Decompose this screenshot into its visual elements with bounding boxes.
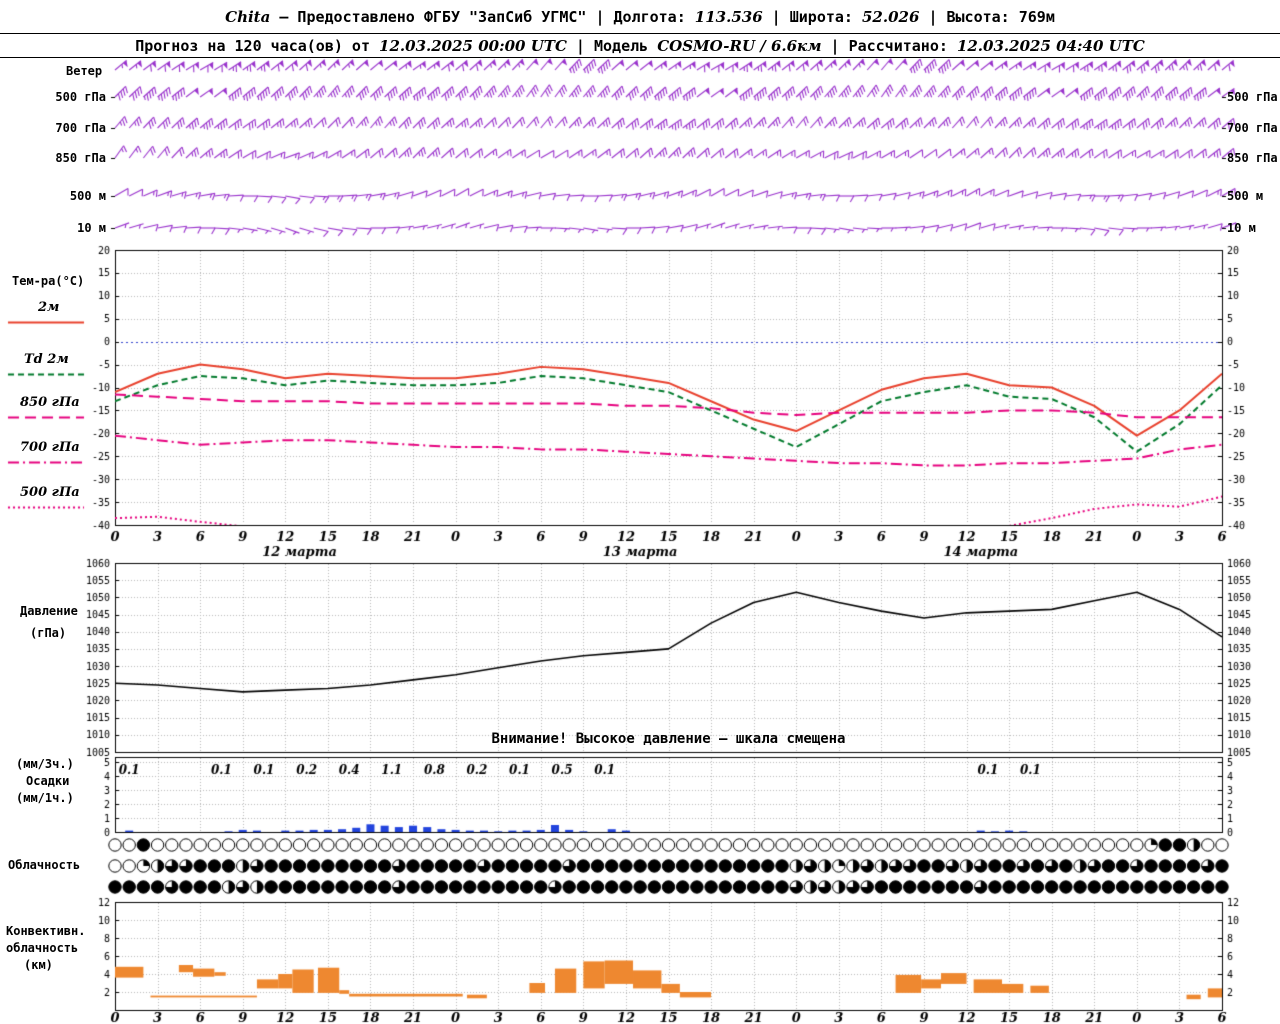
pressure-panel-title: Давление [20, 604, 78, 618]
legend-500hpa-label: 500 гПа [20, 485, 80, 500]
wind-level-500m-right: 500 м [1227, 189, 1264, 203]
legend-td2m-label: Td 2м [24, 352, 69, 367]
forecast-label: Прогноз на 120 часа(ов) от [135, 37, 370, 55]
legend-850hpa-label: 850 гПа [20, 395, 80, 410]
forecast-start-value: 12.03.2025 00:00 UTC [379, 37, 567, 55]
wind-level-500hpa-right: 500 гПа [1227, 90, 1278, 104]
model-label: Модель [593, 37, 649, 55]
precip-1h-unit-label: (мм/1ч.) [16, 791, 74, 805]
station-name: Chita [225, 8, 271, 26]
precip-panel-title: Осадки [26, 774, 70, 788]
wind-level-700hpa-left: 700 гПа [55, 121, 106, 135]
header-separator: | [595, 8, 605, 26]
header-line-2: Прогноз на 120 часа(ов) от 12.03.2025 00… [0, 37, 1280, 55]
convective-title-line2: облачность [6, 941, 79, 955]
pressure-unit-label: (гПа) [30, 626, 67, 640]
latitude-label: Широта: [789, 8, 853, 26]
provider-label: Предоставлено ФГБУ "ЗапСиб УГМС" [297, 8, 587, 26]
convective-title-line1: Конвективн. [6, 924, 86, 938]
header-separator: | [830, 37, 840, 55]
legend-t2m-label: 2м [38, 300, 60, 315]
altitude-label: Высота: [946, 8, 1010, 26]
wind-level-10m-right: 10 м [1227, 221, 1256, 235]
wind-level-10m-left: 10 м [77, 221, 106, 235]
calculated-value: 12.03.2025 04:40 UTC [956, 37, 1145, 55]
longitude-value: 113.536 [694, 8, 763, 26]
altitude-value: 769м [1018, 8, 1055, 26]
calculated-label: Рассчитано: [848, 37, 948, 55]
header-separator: | [928, 8, 938, 26]
wind-level-700hpa-right: 700 гПа [1227, 121, 1278, 135]
header-divider-2 [0, 57, 1280, 58]
wind-level-500hpa-left: 500 гПа [55, 90, 106, 104]
wind-panel-title: Ветер [66, 64, 103, 78]
wind-level-850hpa-left: 850 гПа [55, 151, 106, 165]
precip-3h-unit-label: (мм/3ч.) [16, 757, 74, 771]
latitude-value: 52.026 [861, 8, 920, 26]
header-separator: | [575, 37, 585, 55]
convective-unit-label: (км) [24, 958, 53, 972]
model-value: COSMO-RU / 6.6км [657, 37, 822, 55]
wind-level-850hpa-right: 850 гПа [1227, 151, 1278, 165]
wind-level-500m-left: 500 м [69, 189, 106, 203]
high-pressure-warning: Внимание! Высокое давление — шкала смеще… [491, 731, 846, 747]
header-dash: — [279, 8, 289, 26]
temperature-panel-title: Тем-ра(°C) [12, 274, 85, 288]
cloudiness-panel-title: Облачность [8, 858, 81, 872]
header-divider-1 [0, 33, 1280, 34]
header-separator: | [771, 8, 781, 26]
longitude-label: Долгота: [613, 8, 686, 26]
header-line-1: Chita — Предоставлено ФГБУ "ЗапСиб УГМС"… [0, 8, 1280, 26]
legend-700hpa-label: 700 гПа [20, 440, 80, 455]
